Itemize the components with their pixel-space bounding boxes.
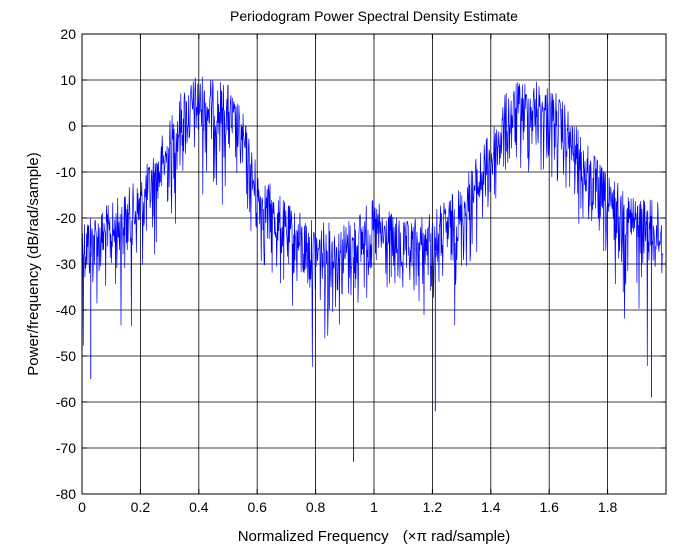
y-tick-label: -30 — [56, 256, 76, 272]
x-tick-label: 0.4 — [189, 499, 209, 515]
y-tick-label: -80 — [56, 486, 76, 502]
y-tick-label: -60 — [56, 394, 76, 410]
x-tick-label: 1.8 — [598, 499, 618, 515]
psd-series — [81, 76, 664, 462]
x-axis-label-unit: (×π rad/sample) — [403, 528, 510, 545]
y-tick-label: -70 — [56, 440, 76, 456]
x-tick-label: 0.2 — [131, 499, 151, 515]
x-tick-label: 1.6 — [539, 499, 559, 515]
axis-ticks: 0 0.2 0.4 0.6 0.8 1 1.2 1.4 1.6 1.8 20 10 0 -10 -20 -30… — [56, 26, 666, 515]
x-tick-label: 0.6 — [247, 499, 267, 515]
grid-lines — [82, 34, 666, 494]
y-tick-label: 10 — [60, 72, 76, 88]
x-axis-label-main: Normalized Frequency — [238, 528, 389, 545]
y-tick-label: -40 — [56, 302, 76, 318]
chart-title: Periodogram Power Spectral Density Estim… — [230, 8, 518, 24]
x-axis-label: Normalized Frequency (×π rad/sample) — [238, 528, 511, 545]
x-tick-label: 1 — [370, 499, 378, 515]
y-tick-label: -10 — [56, 164, 76, 180]
x-tick-label: 0.8 — [306, 499, 326, 515]
x-tick-label: 0 — [78, 499, 86, 515]
y-axis-label: Power/frequency (dB/rad/sample) — [25, 152, 42, 375]
psd-line — [81, 76, 664, 367]
x-tick-label: 1.2 — [423, 499, 443, 515]
y-tick-label: 0 — [68, 118, 76, 134]
y-tick-label: -50 — [56, 348, 76, 364]
y-tick-label: -20 — [56, 210, 76, 226]
y-tick-label: 20 — [60, 26, 76, 42]
x-tick-label: 1.4 — [481, 499, 501, 515]
